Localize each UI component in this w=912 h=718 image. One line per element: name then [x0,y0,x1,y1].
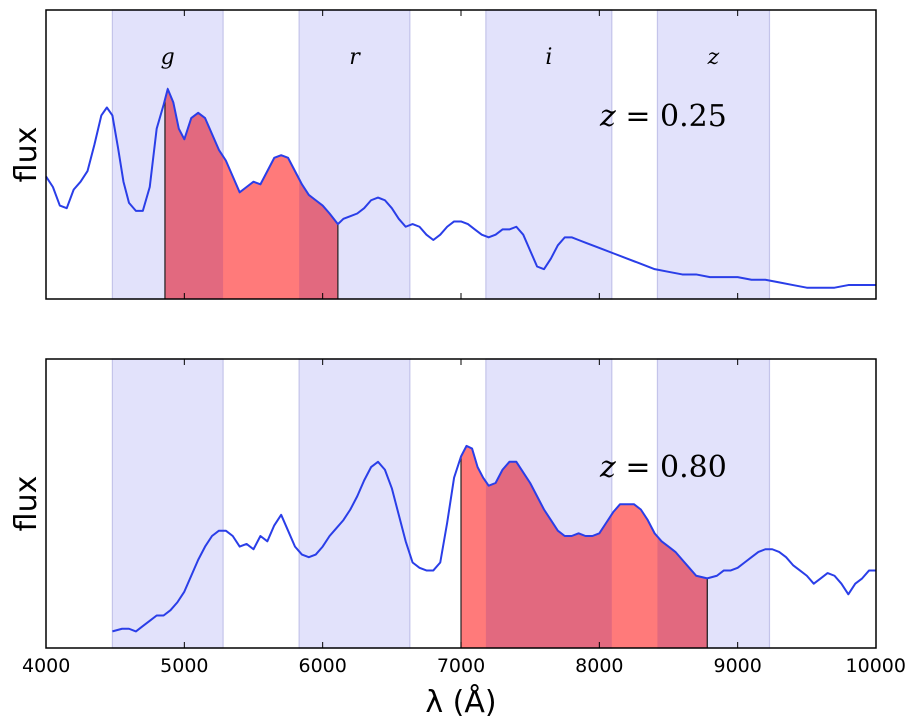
spectrum-line [45,87,876,289]
x-tick-label: 9000 [713,655,761,677]
band-z [656,9,771,300]
band-label-r: r [349,45,361,70]
panel-z080: flux z = 0.80 [9,358,877,649]
x-tick-label: 10000 [846,655,906,677]
x-tick-label: 5000 [160,655,208,677]
x-tick-label: 4000 [22,655,70,677]
y-axis-label: flux [9,476,44,532]
band-label-i: i [545,45,552,70]
y-axis-label: flux [9,127,44,183]
x-axis-label: λ (Å) [425,684,496,718]
band-label-g: g [161,45,175,70]
band-g [111,358,224,649]
x-axis: 4000 5000 6000 7000 8000 9000 10000 [22,655,906,677]
redshift-annotation: z = 0.25 [599,99,727,134]
spectrum-line [112,444,876,633]
x-tick-label: 6000 [298,655,346,677]
redshift-annotation: z = 0.80 [599,450,727,485]
panel-z025: flux g r i z z = 0.25 [9,9,877,300]
x-tick-label: 7000 [437,655,485,677]
band-label-z: z [707,45,720,70]
x-tick-label: 8000 [575,655,623,677]
